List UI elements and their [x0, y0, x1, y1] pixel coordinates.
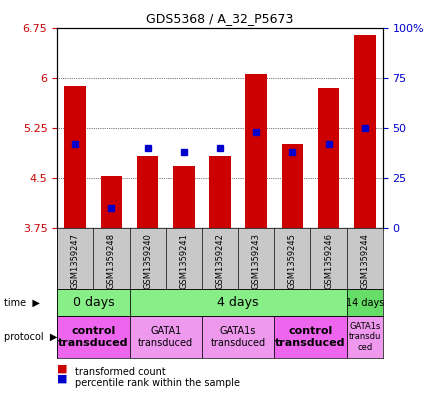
Text: GSM1359247: GSM1359247: [71, 233, 80, 289]
Text: time  ▶: time ▶: [4, 298, 40, 308]
Bar: [101, 176, 122, 228]
Text: protocol  ▶: protocol ▶: [4, 332, 58, 342]
Bar: [274, 316, 347, 358]
Bar: [129, 289, 347, 316]
Text: GATA1
transduced: GATA1 transduced: [138, 326, 193, 348]
Title: GDS5368 / A_32_P5673: GDS5368 / A_32_P5673: [147, 12, 293, 25]
Text: GSM1359240: GSM1359240: [143, 233, 152, 289]
Bar: [129, 316, 202, 358]
Text: control
transduced: control transduced: [275, 326, 346, 348]
Text: GATA1s
transdu
ced: GATA1s transdu ced: [348, 322, 381, 352]
Text: GSM1359246: GSM1359246: [324, 233, 333, 289]
Text: GATA1s
transduced: GATA1s transduced: [210, 326, 266, 348]
Text: GSM1359241: GSM1359241: [180, 233, 188, 289]
Text: GSM1359244: GSM1359244: [360, 233, 369, 289]
Bar: [282, 145, 303, 228]
Bar: [246, 74, 267, 228]
Bar: [64, 86, 86, 228]
Text: control
transduced: control transduced: [58, 326, 128, 348]
Bar: [137, 156, 158, 228]
Text: GSM1359248: GSM1359248: [107, 233, 116, 289]
Text: ■: ■: [57, 364, 68, 373]
Text: 0 days: 0 days: [73, 296, 114, 309]
Bar: [173, 166, 194, 228]
Text: percentile rank within the sample: percentile rank within the sample: [75, 378, 240, 388]
Text: 14 days: 14 days: [345, 298, 384, 308]
Text: GSM1359242: GSM1359242: [216, 233, 224, 289]
Text: GSM1359245: GSM1359245: [288, 233, 297, 289]
Text: transformed count: transformed count: [75, 367, 165, 377]
Bar: [57, 289, 129, 316]
Bar: [202, 316, 274, 358]
Bar: [354, 35, 376, 228]
Text: ■: ■: [57, 374, 68, 384]
Text: GSM1359243: GSM1359243: [252, 233, 260, 289]
Bar: [347, 316, 383, 358]
Bar: [347, 289, 383, 316]
Bar: [209, 156, 231, 228]
Bar: [318, 88, 339, 228]
Text: 4 days: 4 days: [217, 296, 259, 309]
Bar: [57, 316, 129, 358]
